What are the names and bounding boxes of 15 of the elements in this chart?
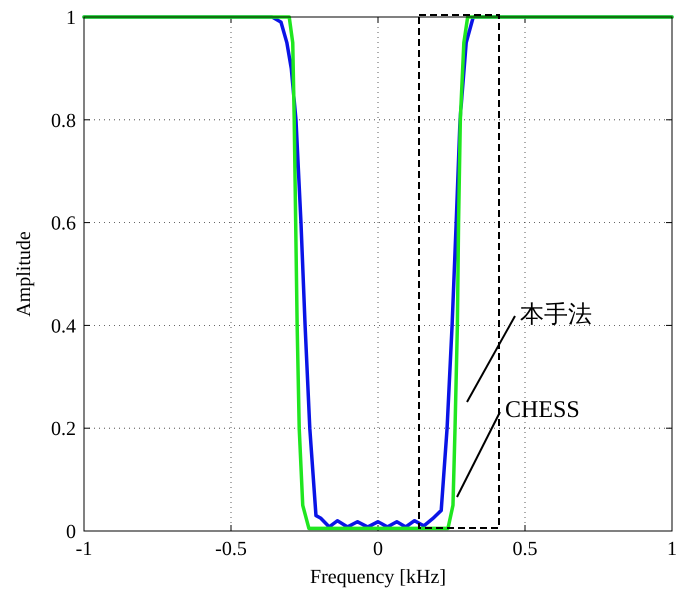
y-tick-label: 0.2 bbox=[51, 418, 76, 440]
x-tick-label: -1 bbox=[76, 538, 92, 560]
y-axis-title: Amplitude bbox=[13, 231, 35, 317]
text: 本手法 bbox=[520, 301, 592, 328]
x-tick-label: 0.5 bbox=[512, 538, 538, 560]
y-tick-label: 0 bbox=[66, 521, 76, 543]
y-tick-label: 0.4 bbox=[51, 315, 76, 338]
y-tick-label: 1 bbox=[66, 7, 76, 29]
y-tick-label: 0.8 bbox=[51, 110, 76, 132]
x-axis-title: Frequency [kHz] bbox=[310, 566, 446, 588]
x-tick-label: 0 bbox=[373, 538, 383, 560]
x-tick-label: 1 bbox=[667, 538, 677, 560]
x-tick-label: -0.5 bbox=[215, 538, 247, 560]
text: CHESS bbox=[505, 397, 580, 423]
y-tick-label: 0.6 bbox=[51, 212, 76, 235]
